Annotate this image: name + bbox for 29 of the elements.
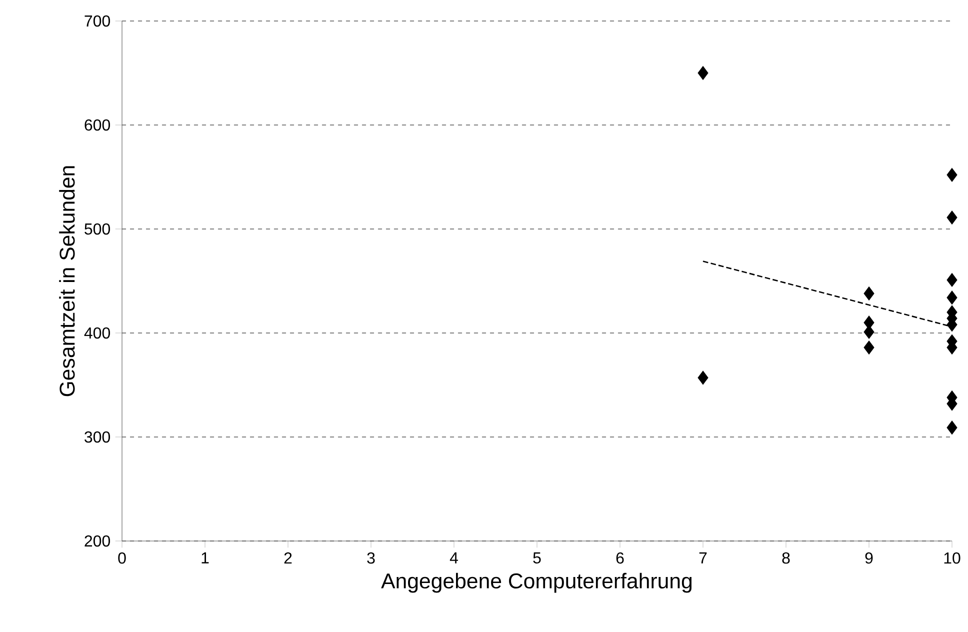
point [946, 273, 958, 287]
point [864, 340, 874, 354]
x-tick-label: 8 [782, 552, 790, 564]
x-tick-label: 7 [699, 552, 707, 564]
y-tick-label: 400 [84, 327, 110, 339]
point [946, 168, 958, 182]
x-tick-label: 2 [284, 552, 292, 564]
point [698, 370, 708, 385]
y-tick-label: 600 [84, 119, 110, 131]
y-tick-label: 200 [84, 535, 110, 547]
x-tick-label: 6 [616, 552, 624, 564]
point [864, 325, 874, 339]
y-tick-label: 300 [84, 431, 110, 443]
point [698, 66, 708, 80]
x-tick-label: 0 [118, 552, 126, 564]
x-tick-label: 1 [202, 552, 209, 564]
y-tick-label: 500 [84, 223, 110, 235]
y-axis-title: Gesamtzeit in Sekunden [59, 166, 75, 396]
x-tick-label: 10 [944, 552, 960, 564]
x-tick-label: 9 [865, 552, 873, 564]
point [946, 420, 958, 435]
y-tick-label: 700 [84, 15, 110, 27]
point [864, 286, 874, 300]
x-tick-label: 5 [533, 552, 541, 564]
point [946, 210, 958, 224]
x-axis-title: Angegebene Computererfahrung [381, 572, 692, 593]
x-tick-label: 3 [367, 552, 375, 564]
x-tick-label: 4 [450, 552, 458, 564]
point [946, 290, 958, 305]
